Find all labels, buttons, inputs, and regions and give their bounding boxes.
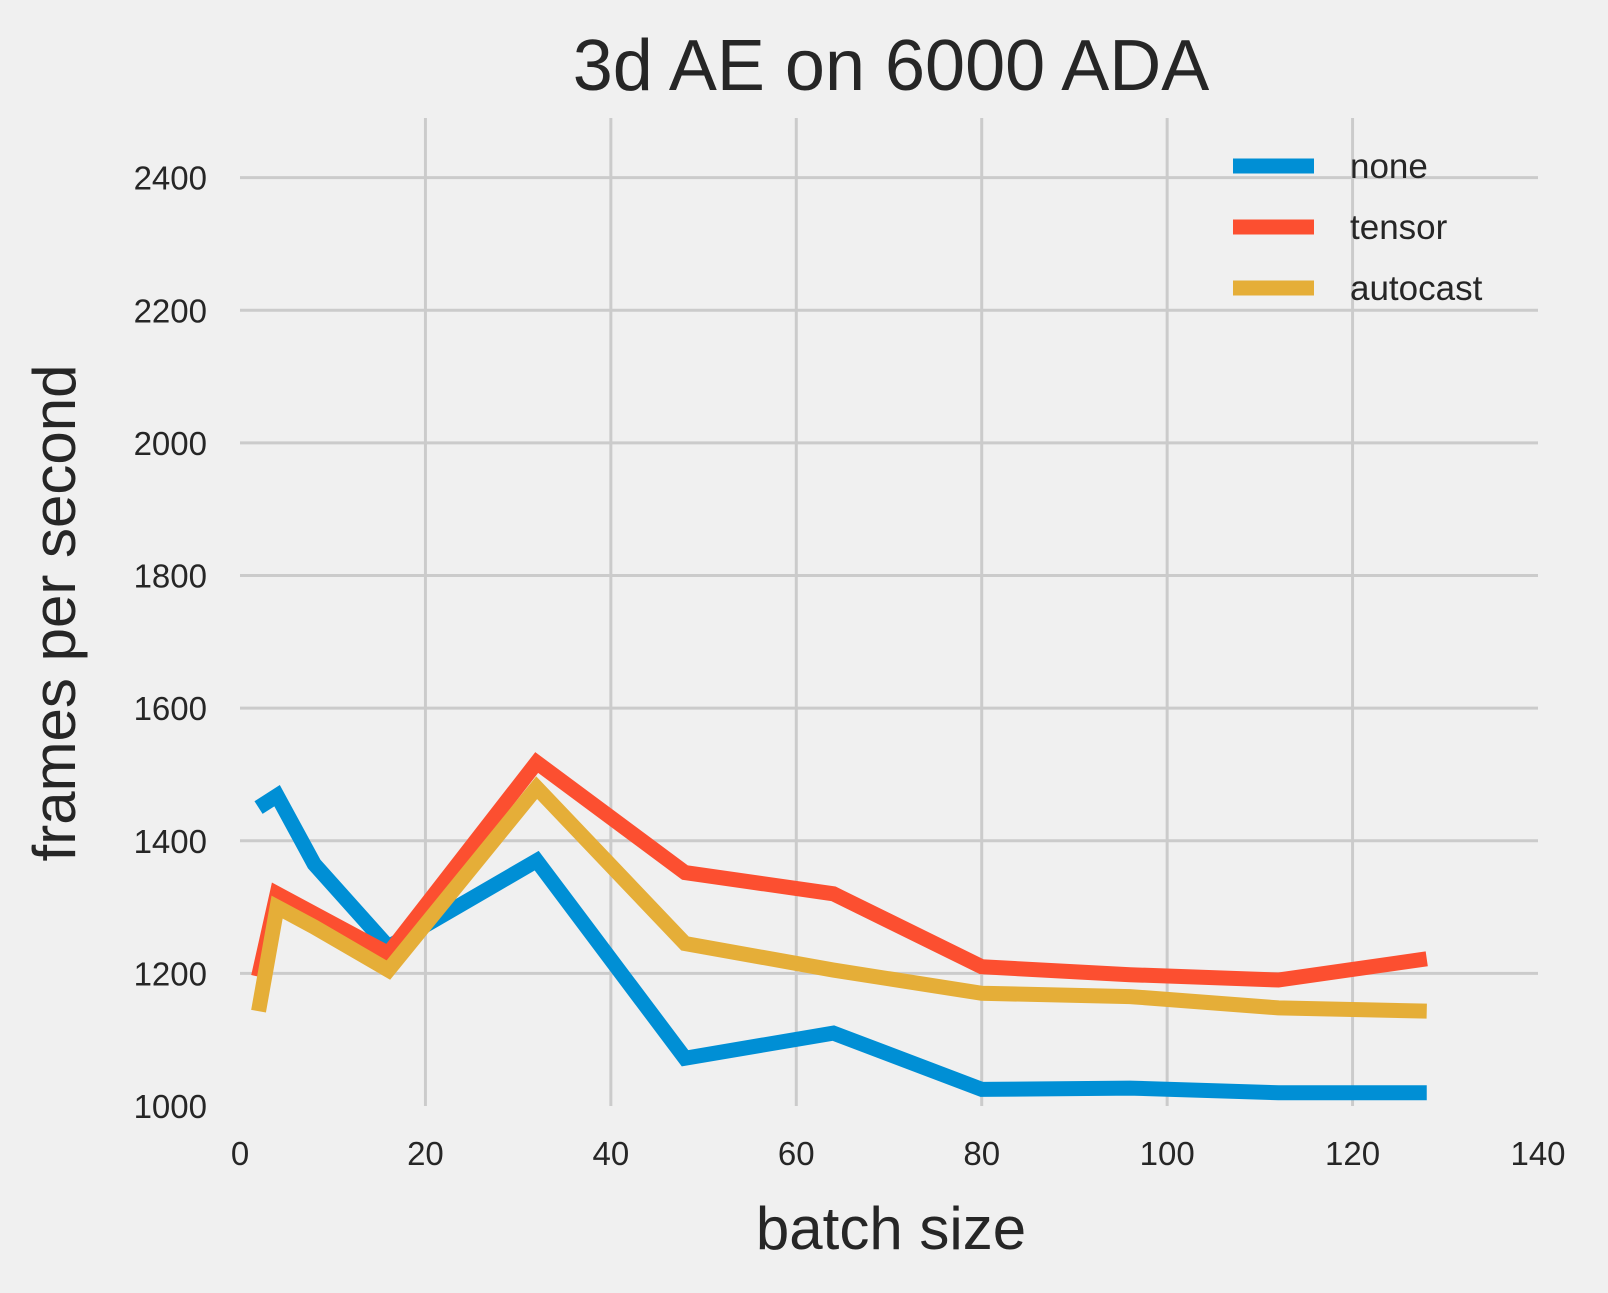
grid <box>240 118 1538 1106</box>
series-line-tensor <box>251 752 1428 988</box>
y-tick-label: 1800 <box>134 558 207 595</box>
x-tick-label: 40 <box>592 1135 629 1172</box>
legend-label: none <box>1350 147 1428 186</box>
x-tick-label: 0 <box>231 1135 249 1172</box>
x-tick-label: 140 <box>1510 1135 1565 1172</box>
x-axis-label: batch size <box>756 1195 1026 1262</box>
y-tick-label: 2400 <box>134 160 207 197</box>
chart-title: 3d AE on 6000 ADA <box>573 26 1210 106</box>
legend-item-autocast: autocast <box>1233 269 1483 308</box>
y-tick-label: 1000 <box>134 1088 207 1125</box>
x-tick-label: 80 <box>963 1135 1000 1172</box>
legend: none tensor autocast <box>1233 147 1483 308</box>
legend-label: tensor <box>1350 208 1448 247</box>
x-tick-label: 120 <box>1325 1135 1380 1172</box>
x-tick-label: 100 <box>1140 1135 1195 1172</box>
x-tick-label: 60 <box>778 1135 815 1172</box>
legend-label: autocast <box>1350 269 1483 308</box>
y-tick-labels: 1000 1200 1400 1600 1800 2000 2200 2400 <box>134 160 207 1125</box>
x-tick-labels: 0 20 40 60 80 100 120 140 <box>231 1135 1566 1172</box>
series-line-none <box>254 784 1427 1101</box>
y-tick-label: 1600 <box>134 690 207 727</box>
y-axis-label: frames per second <box>21 365 88 862</box>
y-tick-label: 2000 <box>134 425 207 462</box>
x-tick-label: 20 <box>407 1135 444 1172</box>
y-tick-label: 2200 <box>134 292 207 329</box>
y-tick-label: 1400 <box>134 823 207 860</box>
legend-item-tensor: tensor <box>1233 208 1448 247</box>
series-group <box>251 752 1428 1101</box>
y-tick-label: 1200 <box>134 955 207 992</box>
series-line-autocast <box>251 776 1427 1019</box>
legend-item-none: none <box>1233 147 1428 186</box>
